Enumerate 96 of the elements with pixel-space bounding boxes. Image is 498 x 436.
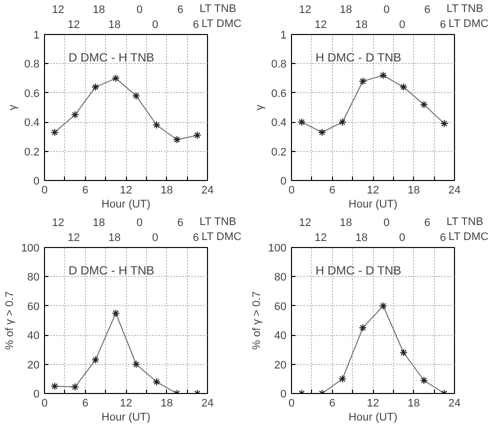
text: 0 [136,4,143,16]
text: 18 [355,232,368,244]
x-tick-label: 0 [41,184,48,196]
x-tick-label: 6 [329,398,336,410]
y-tick-label: 0.2 [24,146,40,158]
text: 12 [298,216,312,229]
x-axis-title: Hour (UT) [102,198,150,210]
text: LT DMC [202,18,242,30]
text: 6 [424,4,430,16]
text: 0 [384,4,390,16]
text: 0 [399,18,406,31]
x-tick-label: 18 [408,184,420,196]
x-tick-label: 24 [201,398,214,410]
text: LT DMC [202,230,242,243]
x-tick-label: 6 [329,184,336,196]
text: 18 [92,4,105,16]
text: 0 [384,216,390,229]
x-tick-label: 0 [288,398,295,410]
text: 18 [355,18,368,31]
x-tick-label: 0 [288,184,295,196]
y-tick-label: 0.2 [271,146,287,158]
x-tick-label: 24 [448,398,461,410]
y-axis-title: γ [254,104,266,110]
text: 6 [177,4,184,16]
text: 6 [440,232,446,244]
text: 6 [177,216,184,229]
x-tick-label: 12 [366,184,380,196]
x-tick-label: 12 [120,398,132,410]
text: 6 [424,216,430,229]
text: LT TNB [200,2,236,15]
y-tick-label: 0 [280,176,287,188]
x-axis-title: Hour (UT) [102,412,150,424]
text: LT TNB [200,216,236,228]
y-tick-label: 20 [274,359,287,372]
y-tick-label: 60 [27,300,40,313]
text: 18 [92,216,105,229]
text: 6 [440,18,446,31]
text: 12 [52,216,64,229]
y-tick-label: 0.8 [271,58,287,71]
text: 12 [298,4,312,16]
y-tick-label: 0.8 [24,58,40,71]
y-tick-label: 0.6 [24,88,40,100]
text: LT TNB [446,2,484,15]
text: 0 [152,232,158,244]
text: 6 [192,232,200,244]
text: D DMC - H TNB [68,264,154,278]
text: 0 [399,232,406,244]
text: 18 [340,216,352,229]
y-axis-title: % of γ > 0.7 [4,291,16,350]
text: LT DMC [448,18,488,30]
y-tick-label: 1 [33,30,40,42]
text: 12 [314,232,327,244]
y-tick-label: 0 [33,176,40,188]
x-axis-title: Hour (UT) [348,198,398,210]
x-tick-label: 12 [366,398,380,410]
text: 0 [136,216,143,229]
x-tick-label: 18 [160,398,173,410]
text: 6 [192,18,200,31]
y-tick-label: 40 [27,330,40,342]
text: 18 [340,4,352,16]
x-tick-label: 18 [160,184,173,196]
y-tick-label: 100 [21,242,40,254]
text: H DMC - D TNB [316,264,402,278]
x-tick-label: 24 [448,184,461,196]
text: 18 [108,232,121,244]
text: 12 [52,4,64,16]
y-axis-title: % of γ > 0.7 [251,291,264,350]
text: D DMC - H TNB [68,50,154,64]
y-tick-label: 0 [33,388,40,400]
text: LT DMC [448,230,488,243]
x-tick-label: 0 [41,398,48,410]
y-tick-label: 0.4 [271,117,287,130]
y-tick-label: 20 [27,359,40,372]
text: H DMC - D TNB [316,50,402,64]
x-tick-label: 6 [82,184,88,196]
y-tick-label: 40 [274,330,287,342]
x-tick-label: 6 [82,398,88,410]
y-tick-label: 0.6 [271,88,287,100]
y-axis-title: γ [7,104,20,110]
text: LT TNB [446,216,484,228]
y-tick-label: 0.4 [24,117,40,130]
text: 0 [152,18,158,31]
y-tick-label: 0 [280,388,287,400]
y-tick-label: 80 [27,272,40,284]
text: 12 [68,18,80,31]
y-tick-label: 100 [268,242,287,254]
x-tick-label: 18 [408,398,420,410]
y-tick-label: 80 [274,272,287,284]
text: 12 [68,232,80,244]
text: 18 [108,18,121,31]
text: 12 [314,18,327,31]
x-tick-label: 12 [120,184,132,196]
x-axis-title: Hour (UT) [348,412,398,424]
y-tick-label: 60 [274,300,287,313]
y-tick-label: 1 [280,30,287,42]
x-tick-label: 24 [201,184,214,196]
